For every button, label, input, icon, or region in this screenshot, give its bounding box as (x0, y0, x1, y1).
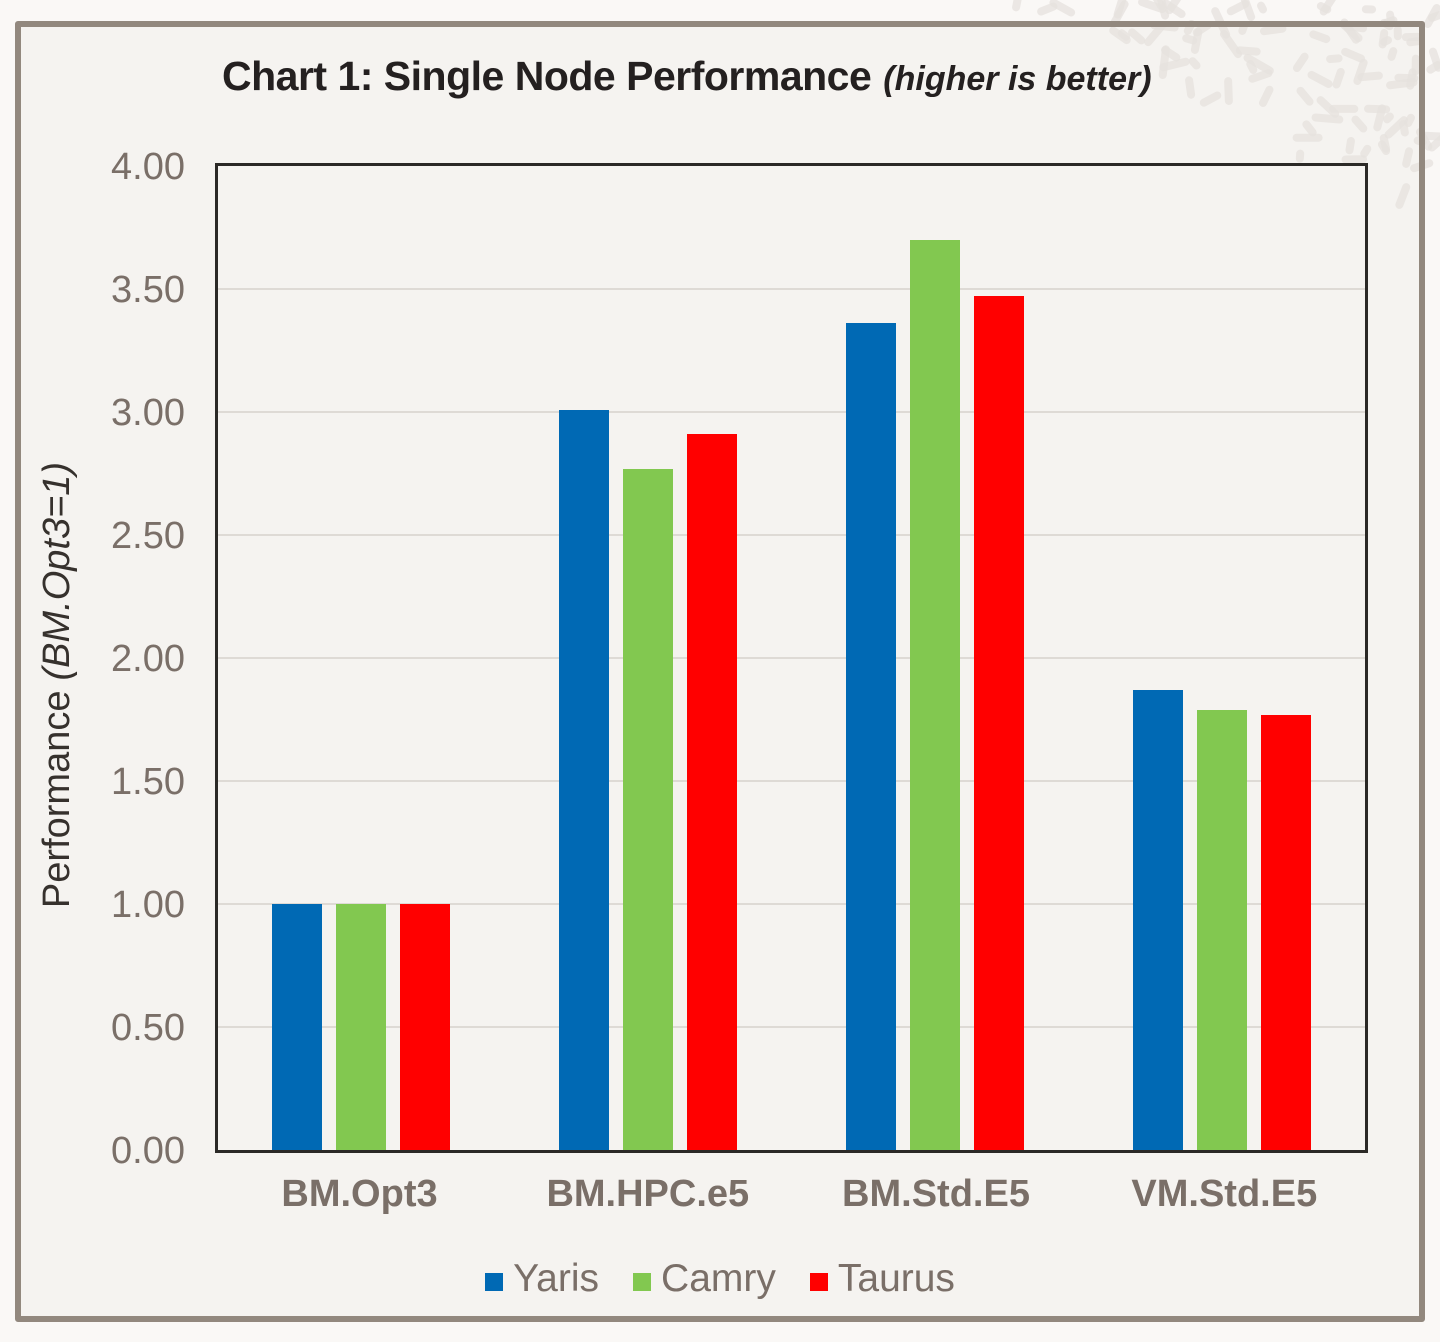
gridline (218, 780, 1365, 782)
chart-legend: Yaris Camry Taurus (21, 1255, 1419, 1303)
legend-label: Camry (661, 1257, 776, 1300)
chart-content: Chart 1: Single Node Performance (higher … (21, 27, 1419, 1316)
gridline (218, 288, 1365, 290)
legend-swatch (809, 1272, 828, 1291)
y-tick-label: 2.00 (111, 638, 185, 680)
chart-title-text: Chart 1: Single Node Performance (222, 53, 872, 99)
legend-item-camry: Camry (633, 1257, 776, 1301)
bar-camry-bm-hpc-e5 (623, 469, 674, 1150)
bar-camry-bm-std-e5 (909, 240, 960, 1150)
y-tick-label: 3.50 (111, 269, 185, 311)
y-axis-title: Performance(BM.Opt3=1) (36, 335, 84, 1035)
bar-taurus-bm-opt3 (400, 904, 451, 1150)
y-tick-label: 1.00 (111, 884, 185, 926)
legend-item-yaris: Yaris (485, 1257, 599, 1301)
gridline (218, 411, 1365, 413)
x-axis-label: BM.Std.E5 (842, 1173, 1030, 1215)
bar-camry-vm-std-e5 (1196, 710, 1247, 1150)
y-tick-label: 4.00 (111, 146, 185, 188)
legend-label: Taurus (837, 1257, 955, 1300)
legend-label: Yaris (513, 1257, 600, 1300)
x-axis-label: VM.Std.E5 (1131, 1173, 1318, 1215)
bar-yaris-bm-opt3 (272, 904, 323, 1150)
chart-panel-frame (15, 21, 1425, 1322)
gridline (218, 903, 1365, 905)
x-axis-label: BM.Opt3 (281, 1173, 438, 1215)
legend-item-taurus: Taurus (809, 1257, 955, 1301)
y-tick-label: 1.50 (111, 761, 185, 803)
bar-camry-bm-opt3 (336, 904, 387, 1150)
plot-area (215, 163, 1368, 1153)
bar-taurus-bm-std-e5 (973, 296, 1024, 1150)
y-tick-label: 2.50 (111, 515, 185, 557)
gridline (218, 657, 1365, 659)
gridline (218, 1026, 1365, 1028)
y-tick-label: 3.00 (111, 392, 185, 434)
bar-yaris-vm-std-e5 (1132, 690, 1183, 1150)
legend-swatch (485, 1272, 504, 1291)
x-axis-label: BM.HPC.e5 (546, 1173, 750, 1215)
legend-swatch (633, 1272, 652, 1291)
gridline (218, 534, 1365, 536)
chart-title: Chart 1: Single Node Performance (higher … (222, 53, 1152, 100)
y-tick-label: 0.00 (111, 1130, 185, 1172)
chart-title-note: (higher is better) (883, 60, 1152, 98)
bar-yaris-bm-hpc-e5 (559, 410, 610, 1150)
bar-taurus-vm-std-e5 (1260, 715, 1311, 1150)
y-tick-label: 0.50 (111, 1007, 185, 1049)
bar-yaris-bm-std-e5 (845, 323, 896, 1150)
bar-taurus-bm-hpc-e5 (687, 434, 738, 1150)
